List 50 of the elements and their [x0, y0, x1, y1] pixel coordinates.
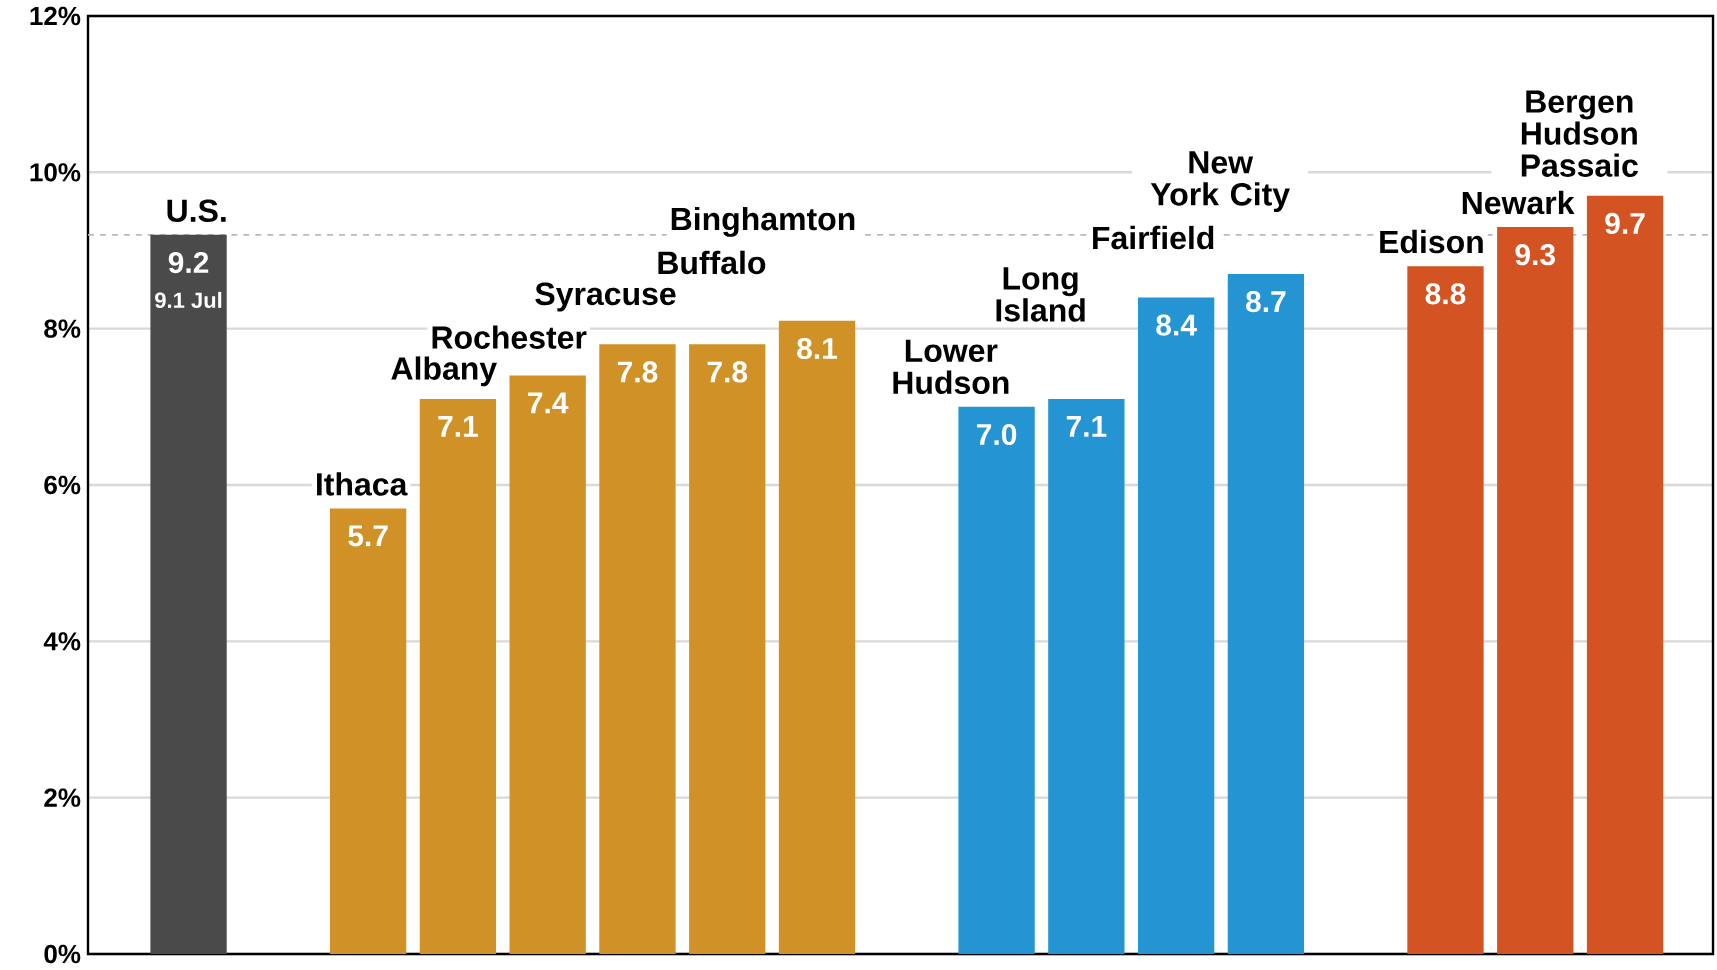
bar	[509, 375, 586, 954]
data-label: 7.1	[1066, 416, 1107, 437]
bar	[329, 508, 407, 954]
data-label: 7.0	[977, 423, 1017, 446]
x-tick-label: Binghamton	[671, 206, 855, 237]
x-tick-label: Edison	[1380, 229, 1483, 254]
x-tick-label: Ithaca	[317, 472, 408, 496]
x-tick-label: Syracuse	[535, 282, 676, 312]
data-label: 8.1	[797, 337, 838, 360]
bar	[778, 320, 856, 954]
y-tick-label: 12%	[30, 6, 81, 26]
data-label: 9.3	[1515, 244, 1556, 266]
bar	[1048, 399, 1125, 954]
x-tick-label: Bergen Hudson Passaic	[1521, 90, 1638, 177]
y-tick-label: 8%	[44, 319, 81, 338]
x-tick-label: Long Island	[996, 267, 1085, 322]
x-tick-label: New York City	[1150, 151, 1290, 213]
data-label: 7.8	[707, 361, 748, 383]
bar	[1497, 227, 1574, 954]
bar	[419, 399, 497, 954]
x-tick-label: Rochester	[432, 325, 587, 349]
data-label: 7.8	[617, 361, 658, 383]
y-tick-label: 6%	[44, 475, 81, 495]
data-label: 7.1	[438, 416, 478, 437]
y-tick-label: 4%	[43, 632, 81, 651]
x-tick-label: U.S.	[167, 199, 226, 223]
y-tick-label: 10%	[30, 163, 81, 182]
data-label: 5.7	[348, 525, 388, 547]
bar	[1586, 195, 1664, 954]
x-tick-label: Lower Hudson	[893, 339, 1009, 395]
y-tick-label: 0%	[44, 944, 81, 964]
bar	[1407, 266, 1484, 954]
annotation: 9.1 Jul	[155, 291, 222, 309]
data-label: 8.4	[1156, 314, 1197, 336]
data-label: 9.2	[168, 251, 209, 274]
bar	[689, 344, 766, 954]
bar	[1227, 273, 1305, 954]
bar	[150, 234, 227, 954]
x-tick-label: Fairfield	[1093, 225, 1214, 250]
x-tick-label: Albany	[391, 356, 497, 387]
data-label: 7.4	[528, 392, 569, 414]
y-tick-label: 2%	[44, 788, 81, 807]
bar	[1137, 297, 1215, 954]
x-tick-label: Buffalo	[658, 250, 766, 275]
bar	[599, 344, 676, 954]
data-label: 8.7	[1246, 290, 1286, 313]
data-label: 9.7	[1605, 212, 1645, 235]
x-tick-label: Newark	[1462, 190, 1575, 215]
data-label: 8.8	[1425, 283, 1466, 305]
bar	[958, 406, 1035, 954]
